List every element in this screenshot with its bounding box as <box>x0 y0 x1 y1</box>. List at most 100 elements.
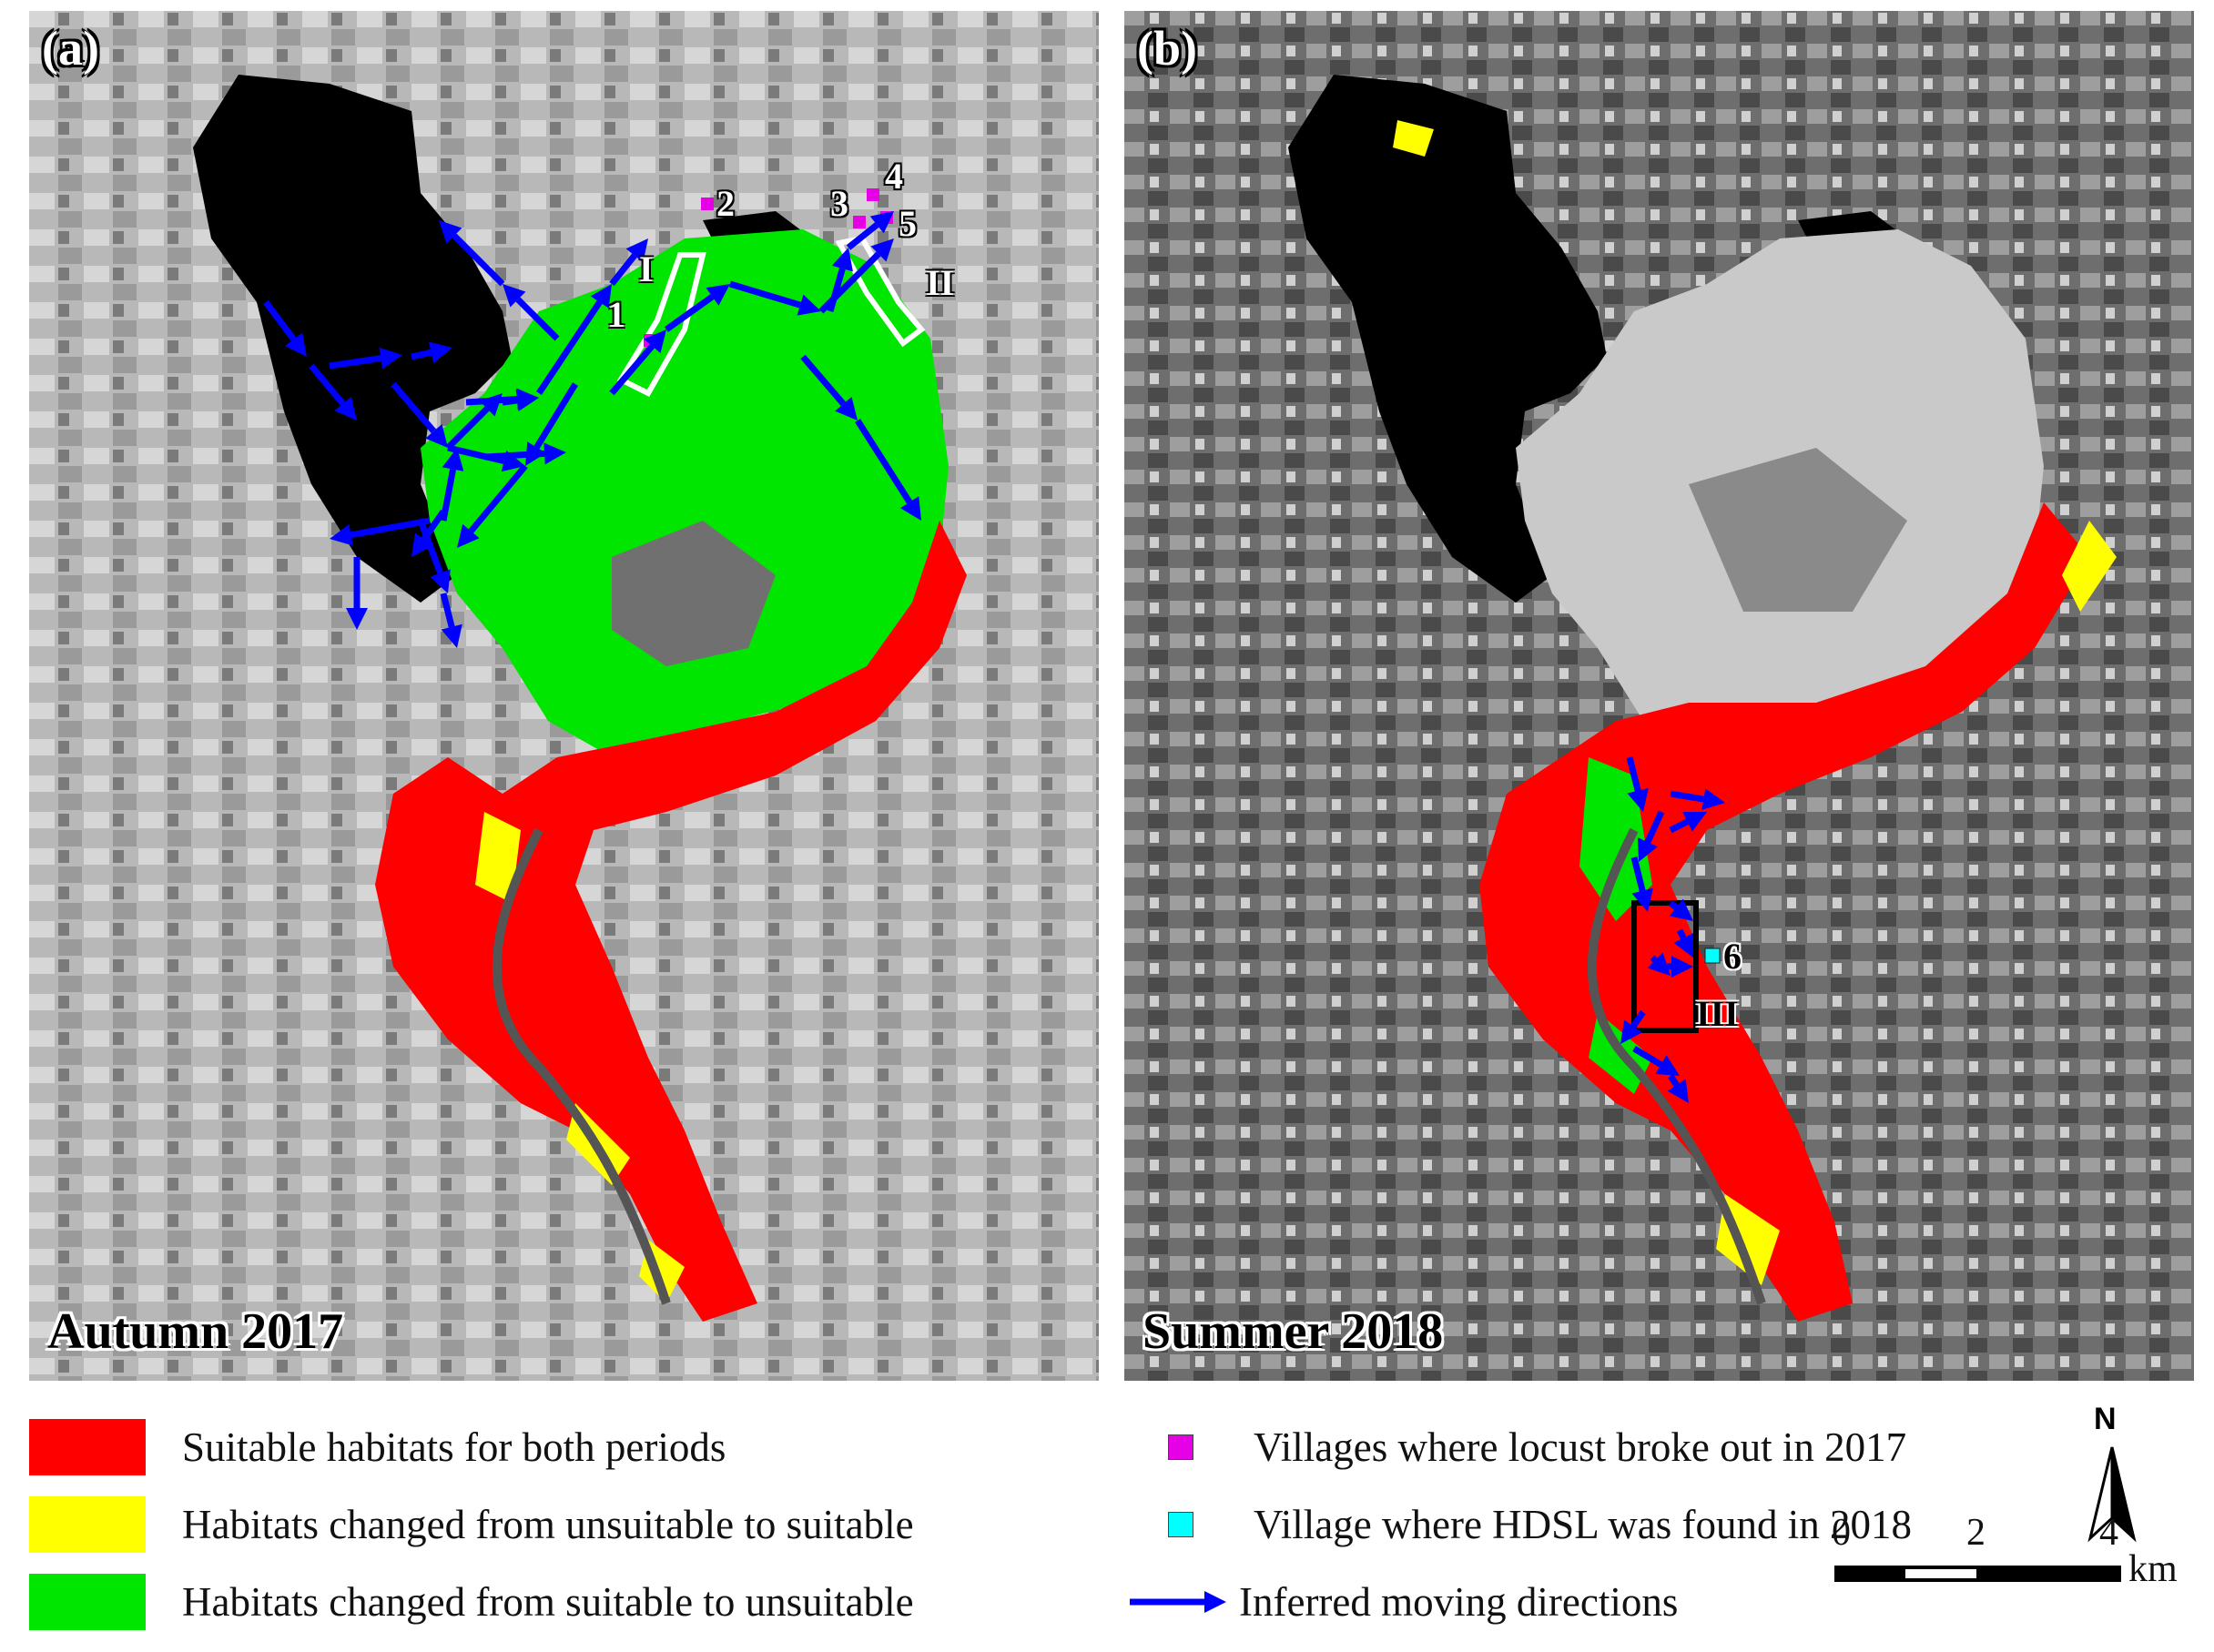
direction-arrow-shaft <box>515 297 560 341</box>
legend-swatch-magenta <box>1168 1434 1193 1460</box>
direction-arrow-head <box>543 442 566 465</box>
village-marker-2 <box>701 198 714 210</box>
direction-arrow-shaft <box>1630 856 1646 892</box>
scale-tick-0: 0 <box>1832 1512 1851 1554</box>
direction-arrow-head <box>346 608 368 630</box>
map-panel-autumn-2017: (a) Autumn 2017 1 2 3 4 5 I II <box>29 11 1099 1381</box>
lake <box>193 75 512 603</box>
legend-swatch-cyan <box>1168 1512 1193 1537</box>
direction-arrow-head <box>1631 887 1653 912</box>
wetland-dark-patch <box>1689 448 1907 612</box>
direction-arrow-shaft <box>1632 1045 1663 1068</box>
direction-arrow-shaft <box>728 280 802 309</box>
direction-arrow-head <box>869 211 894 234</box>
direction-arrow-head <box>706 284 730 306</box>
direction-arrow-shaft <box>536 300 603 395</box>
arrow-icon <box>1130 1591 1226 1613</box>
village-label-5: 5 <box>899 203 917 244</box>
direction-arrow-shaft <box>1630 1009 1646 1029</box>
direction-arrow-head <box>515 390 539 411</box>
direction-arrow-shaft <box>263 299 297 341</box>
direction-arrow-shaft <box>1626 756 1641 792</box>
direction-arrow-head <box>835 396 858 421</box>
legend-item-moving-directions: Inferred moving directions <box>1124 1570 1678 1634</box>
direction-arrow-shaft <box>1670 790 1704 803</box>
legend-item-village-2018: Village where HDSL was found in 2018 <box>1124 1493 1912 1556</box>
direction-arrow-head <box>457 523 480 548</box>
direction-arrow-head <box>1620 1019 1642 1044</box>
legend-label: Village where HDSL was found in 2018 <box>1254 1502 1912 1547</box>
scale-tick-4: 4 <box>2099 1512 2118 1554</box>
direction-arrow-shaft <box>350 517 431 539</box>
scale-bar <box>1834 1566 2121 1582</box>
direction-arrow-shaft <box>421 509 446 542</box>
direction-arrow-head <box>1669 898 1693 921</box>
direction-arrow-head <box>899 496 921 521</box>
legend-label: Habitats changed from unsuitable to suit… <box>182 1502 914 1547</box>
direction-arrow-shaft <box>855 419 913 504</box>
scale-tick-2: 2 <box>1966 1512 1985 1554</box>
direction-arrow-shaft <box>440 468 457 522</box>
panel-letter-b: (b) <box>1137 21 1197 76</box>
direction-arrow-head <box>411 532 433 557</box>
direction-arrow-head <box>1638 837 1658 862</box>
direction-arrow-shaft <box>1650 955 1658 963</box>
direction-arrow-shaft <box>329 355 381 370</box>
direction-arrow-shaft <box>440 593 455 628</box>
direction-arrow-head <box>797 294 821 316</box>
direction-arrow-head <box>625 238 648 263</box>
direction-arrow-head <box>590 284 612 309</box>
direction-arrow-head <box>430 569 451 593</box>
legend-label: Habitats changed from suitable to unsuit… <box>182 1579 914 1625</box>
lake <box>1288 75 1607 603</box>
direction-arrow-head <box>1682 812 1707 832</box>
direction-arrow-shaft <box>609 343 655 396</box>
direction-arrow-shaft <box>1669 818 1690 834</box>
river-channel <box>492 827 671 1305</box>
direction-arrow-shaft <box>452 233 505 287</box>
direction-arrow-shaft <box>411 349 432 360</box>
legend-label: Inferred moving directions <box>1239 1579 1679 1625</box>
direction-arrow-shaft <box>445 406 490 451</box>
direction-arrow-shaft <box>800 354 847 407</box>
direction-arrow-head <box>334 396 357 421</box>
direction-arrow-head <box>1655 1055 1680 1076</box>
direction-arrow-head <box>1673 933 1693 958</box>
legend-item-to-unsuitable: Habitats changed from suitable to unsuit… <box>29 1570 914 1634</box>
direction-arrow-head <box>870 238 894 262</box>
direction-arrow-head <box>1627 787 1649 812</box>
direction-arrow-shaft <box>1668 1074 1680 1087</box>
direction-arrow-head <box>379 347 402 370</box>
panel-letter-a: (a) <box>42 21 99 76</box>
habitat-dark-interior <box>612 521 776 666</box>
legend-swatch-green <box>29 1574 146 1630</box>
north-label: N <box>2094 1402 2117 1436</box>
habitat-to-suitable <box>475 812 685 1303</box>
legend-item-suitable-both: Suitable habitats for both periods <box>29 1415 726 1479</box>
moving-directions-autumn <box>263 211 921 648</box>
direction-arrow-head <box>644 329 666 354</box>
north-arrow-icon <box>2087 1446 2137 1543</box>
moving-directions-summer <box>1620 756 1725 1103</box>
direction-arrow-shaft <box>1668 900 1679 910</box>
zone-label-I: I <box>639 248 654 289</box>
direction-arrow-shaft <box>846 222 879 250</box>
habitat-to-unsuitable <box>1579 757 1652 1094</box>
direction-arrow-head <box>1667 1079 1689 1103</box>
direction-arrow-shaft <box>309 363 346 406</box>
zone-label-II: II <box>926 262 955 303</box>
direction-arrow-shaft <box>468 463 528 533</box>
direction-arrow-shaft <box>533 382 578 450</box>
village-label-2: 2 <box>716 183 735 224</box>
legend-swatch-red <box>29 1419 146 1475</box>
map-panel-summer-2018: (b) Summer 2018 6 III <box>1124 11 2194 1381</box>
direction-arrow-head <box>439 220 462 244</box>
legend-swatch-yellow <box>29 1496 146 1553</box>
habitat-suitable-both <box>1479 502 2089 1322</box>
village-marker-3 <box>853 216 866 228</box>
direction-arrow-head <box>1701 788 1725 810</box>
village-label-1: 1 <box>607 294 625 335</box>
direction-arrow-head <box>1671 956 1693 978</box>
direction-arrow-shaft <box>664 294 715 332</box>
habitat-to-unsuitable <box>421 229 949 757</box>
